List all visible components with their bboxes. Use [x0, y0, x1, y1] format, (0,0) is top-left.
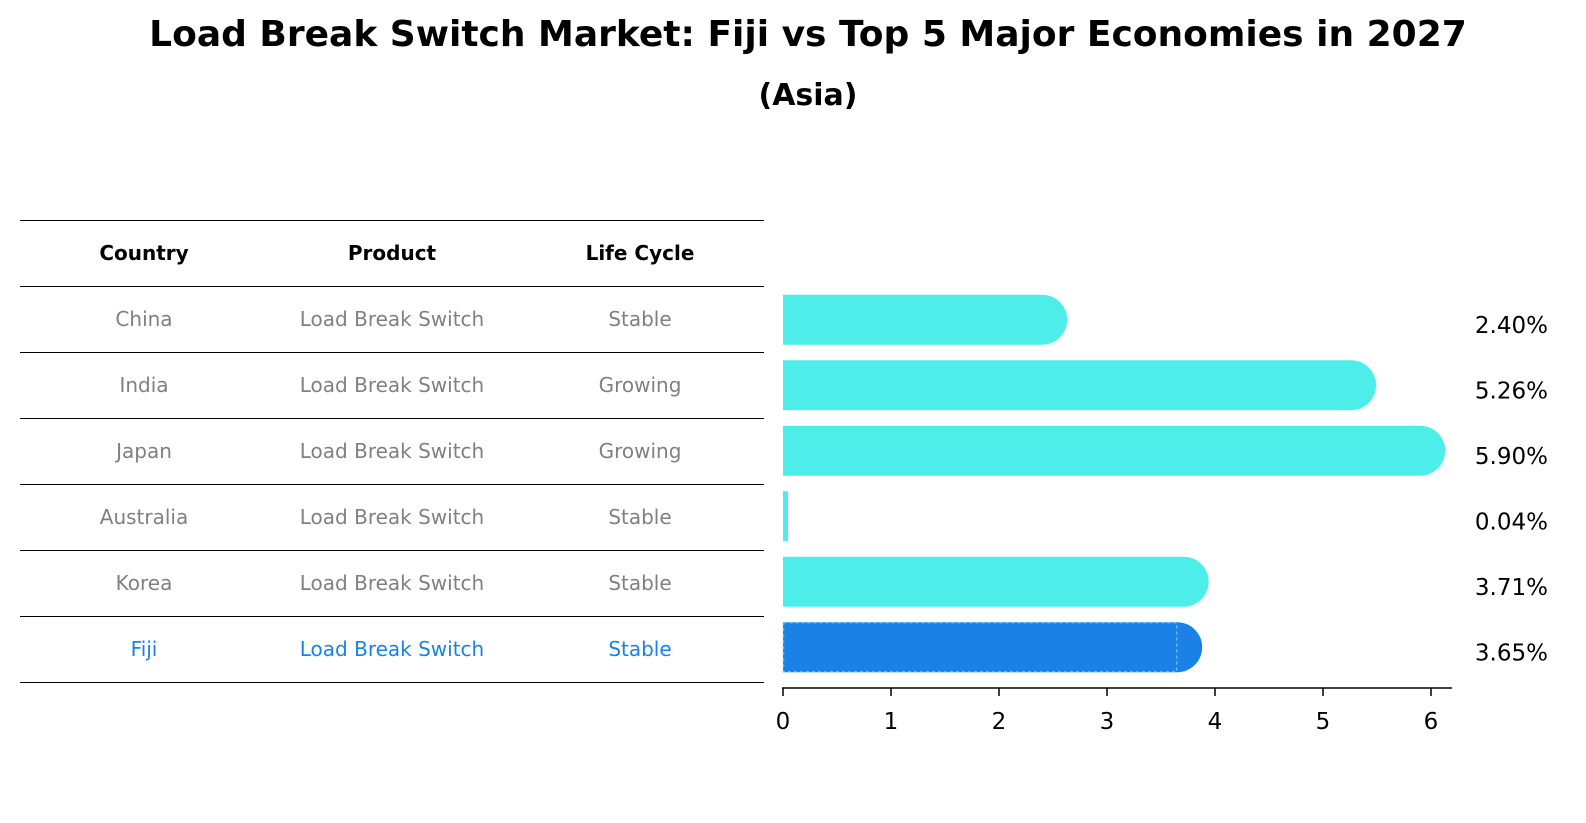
bar-korea: [783, 556, 1209, 607]
value-label-india: 5.26%: [1475, 378, 1548, 404]
cell-country: Japan: [116, 439, 172, 463]
cell-life-cycle: Stable: [608, 505, 672, 529]
bar-highlight-outline: [782, 622, 1178, 673]
table-header-row: Country Product Life Cycle: [20, 220, 764, 286]
value-label-japan: 5.90%: [1475, 444, 1548, 470]
cell-product: Load Break Switch: [299, 637, 485, 661]
cell-life-cycle: Growing: [598, 439, 682, 463]
cell-country: Australia: [99, 505, 189, 529]
x-tick-label: 3: [1100, 709, 1115, 735]
x-tick-label: 1: [884, 709, 899, 735]
x-tick-label: 2: [992, 709, 1007, 735]
table-row-highlight: Fiji Load Break Switch Stable: [20, 616, 764, 683]
x-tick-label: 5: [1316, 709, 1331, 735]
cell-product: Load Break Switch: [299, 439, 485, 463]
table-row: India Load Break Switch Growing: [20, 352, 764, 418]
table-row: Australia Load Break Switch Stable: [20, 484, 764, 550]
cell-product: Load Break Switch: [299, 505, 485, 529]
cell-country: Fiji: [130, 637, 158, 661]
cell-country: Korea: [115, 571, 173, 595]
table-row: Japan Load Break Switch Growing: [20, 418, 764, 484]
header-life-cycle: Life Cycle: [585, 241, 695, 265]
data-table: Country Product Life Cycle China Load Br…: [20, 220, 764, 683]
bar-japan: [783, 425, 1446, 476]
cell-country: China: [115, 307, 173, 331]
value-label-china: 2.40%: [1475, 313, 1548, 339]
chart-title: Load Break Switch Market: Fiji vs Top 5 …: [149, 14, 1467, 55]
table-row: Korea Load Break Switch Stable: [20, 550, 764, 616]
x-tick-label: 4: [1208, 709, 1223, 735]
cell-life-cycle: Stable: [608, 637, 672, 661]
bar-fiji: [783, 622, 1203, 673]
bar-china: [783, 294, 1068, 345]
table-row: China Load Break Switch Stable: [20, 286, 764, 352]
cell-life-cycle: Stable: [608, 571, 672, 595]
cell-life-cycle: Stable: [608, 307, 672, 331]
cell-life-cycle: Growing: [598, 373, 682, 397]
chart-subtitle: (Asia): [758, 78, 858, 113]
value-label-australia: 0.04%: [1475, 509, 1548, 535]
bar-india: [783, 360, 1377, 411]
header-country: Country: [99, 241, 189, 265]
value-label-fiji: 3.65%: [1475, 640, 1548, 666]
cell-product: Load Break Switch: [299, 571, 485, 595]
cell-product: Load Break Switch: [299, 373, 485, 397]
cell-product: Load Break Switch: [299, 307, 485, 331]
header-product: Product: [347, 241, 437, 265]
cell-country: India: [119, 373, 169, 397]
value-label-korea: 3.71%: [1475, 575, 1548, 601]
x-tick-label: 0: [776, 709, 791, 735]
bar-australia: [783, 491, 788, 542]
x-tick-label: 6: [1424, 709, 1439, 735]
